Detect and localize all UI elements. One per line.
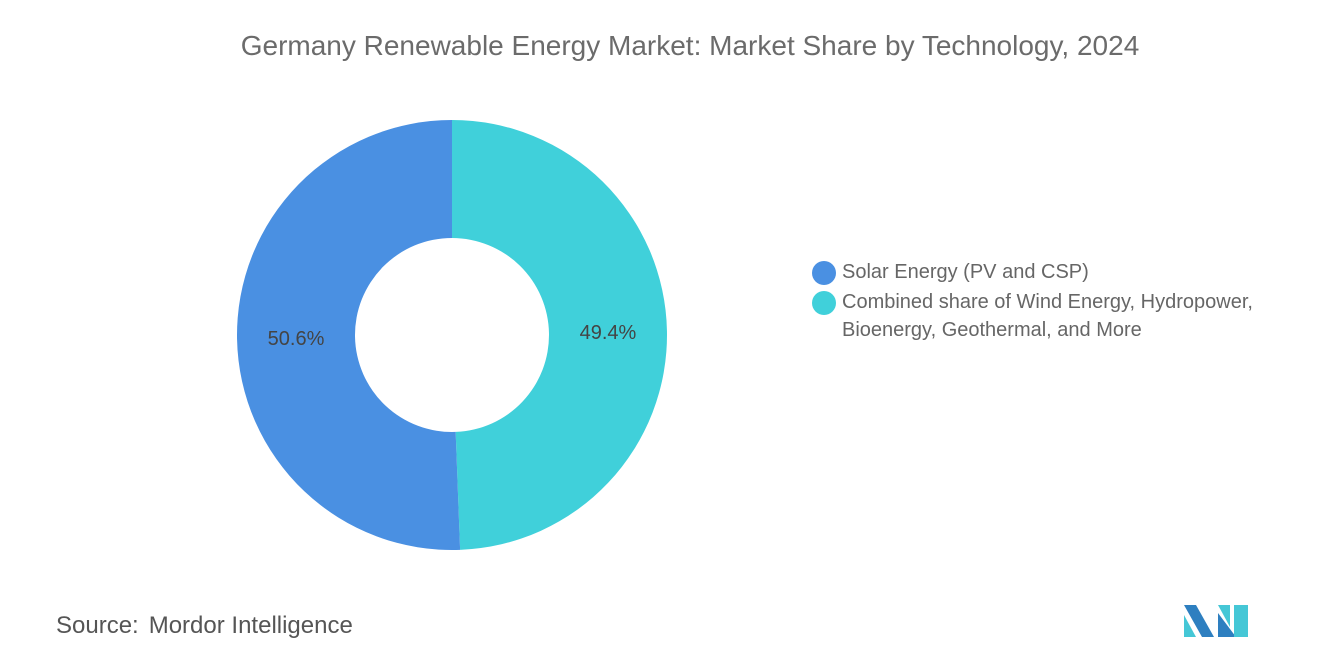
legend-swatch-combined xyxy=(812,291,836,315)
donut-slice-1 xyxy=(237,120,461,550)
legend-item-solar: Solar Energy (PV and CSP) xyxy=(812,258,1272,286)
legend-swatch-solar xyxy=(812,261,836,285)
donut-chart: 49.4% 50.6% xyxy=(237,120,668,550)
source-value: Mordor Intelligence xyxy=(148,612,353,639)
legend-label-solar: Solar Energy (PV and CSP) xyxy=(842,261,1089,283)
legend-item-combined: Combined share of Wind Energy, Hydropowe… xyxy=(812,288,1272,344)
legend: Solar Energy (PV and CSP) Combined share… xyxy=(812,258,1272,346)
donut-slice-0 xyxy=(452,120,668,550)
slice-label-1: 50.6% xyxy=(268,328,325,350)
source-label: Source: xyxy=(56,612,139,639)
legend-label-combined: Combined share of Wind Energy, Hydropowe… xyxy=(842,291,1253,341)
source-note: Source: Mordor Intelligence xyxy=(56,612,353,640)
chart-title: Germany Renewable Energy Market: Market … xyxy=(240,30,1140,61)
mordor-intelligence-logo xyxy=(1184,605,1248,637)
slice-label-0: 49.4% xyxy=(580,322,637,344)
